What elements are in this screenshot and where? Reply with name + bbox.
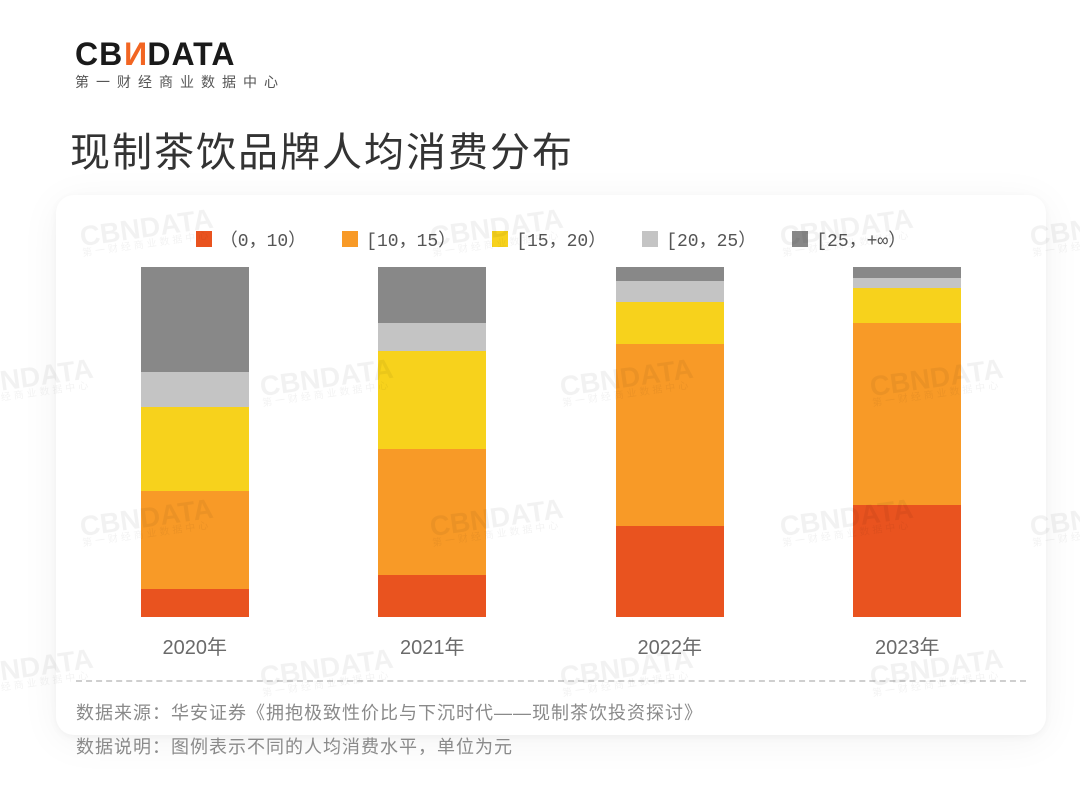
legend-label: （0，10） (220, 226, 306, 252)
bar-column (141, 267, 249, 617)
page-title: 现制茶饮品牌人均消费分布 (70, 120, 574, 178)
bar-segment (853, 288, 961, 323)
logo-left: CB (75, 36, 123, 72)
legend-item: [20，25） (642, 226, 756, 252)
bar-segment (141, 407, 249, 491)
legend-swatch (642, 231, 658, 247)
bar-segment (616, 526, 724, 617)
chart-plot (76, 267, 1026, 617)
footer-note: 数据说明：图例表示不同的人均消费水平，单位为元 (76, 730, 1026, 764)
logo: CBNDATA 第一财经商业数据中心 (75, 38, 285, 92)
legend-item: [25，+∞） (792, 226, 906, 252)
bar-segment (853, 505, 961, 617)
legend-swatch (492, 231, 508, 247)
bar-segment (853, 323, 961, 505)
legend-label: [15，20） (516, 226, 606, 252)
bar-segment (378, 267, 486, 323)
logo-accent: N (123, 38, 147, 70)
bar-segment (378, 351, 486, 449)
legend-swatch (342, 231, 358, 247)
axis-label: 2020年 (141, 631, 249, 660)
bar-segment (378, 575, 486, 617)
footer-source: 数据来源：华安证券《拥抱极致性价比与下沉时代——现制茶饮投资探讨》 (76, 696, 1026, 730)
bar-segment (853, 267, 961, 278)
chart-axis-labels: 2020年 2021年 2022年 2023年 (76, 631, 1026, 660)
legend-item: [15，20） (492, 226, 606, 252)
legend-swatch (792, 231, 808, 247)
chart-bars (76, 267, 1026, 617)
bar-segment (853, 278, 961, 289)
legend-label: [25，+∞） (816, 226, 906, 252)
logo-right: DATA (147, 36, 235, 72)
logo-subtitle: 第一财经商业数据中心 (75, 72, 285, 92)
bar-segment (141, 491, 249, 589)
bar-column (378, 267, 486, 617)
chart-legend: （0，10） [10，15） [15，20） [20，25） [25，+∞） (76, 219, 1026, 259)
bar-segment (378, 323, 486, 351)
axis-label: 2022年 (616, 631, 724, 660)
axis-label: 2021年 (378, 631, 486, 660)
axis-label: 2023年 (853, 631, 961, 660)
bar-segment (616, 281, 724, 302)
bar-segment (616, 344, 724, 526)
footer-divider (76, 680, 1026, 682)
bar-segment (616, 302, 724, 344)
legend-item: （0，10） (196, 226, 306, 252)
bar-segment (141, 589, 249, 617)
legend-label: [20，25） (666, 226, 756, 252)
legend-label: [10，15） (366, 226, 456, 252)
bar-segment (141, 372, 249, 407)
logo-text: CBNDATA (75, 38, 285, 70)
legend-item: [10，15） (342, 226, 456, 252)
chart-card: （0，10） [10，15） [15，20） [20，25） [25，+∞） 2020年… (56, 195, 1046, 735)
bar-segment (616, 267, 724, 281)
bar-segment (378, 449, 486, 575)
bar-column (616, 267, 724, 617)
bar-column (853, 267, 961, 617)
bar-segment (141, 267, 249, 372)
legend-swatch (196, 231, 212, 247)
